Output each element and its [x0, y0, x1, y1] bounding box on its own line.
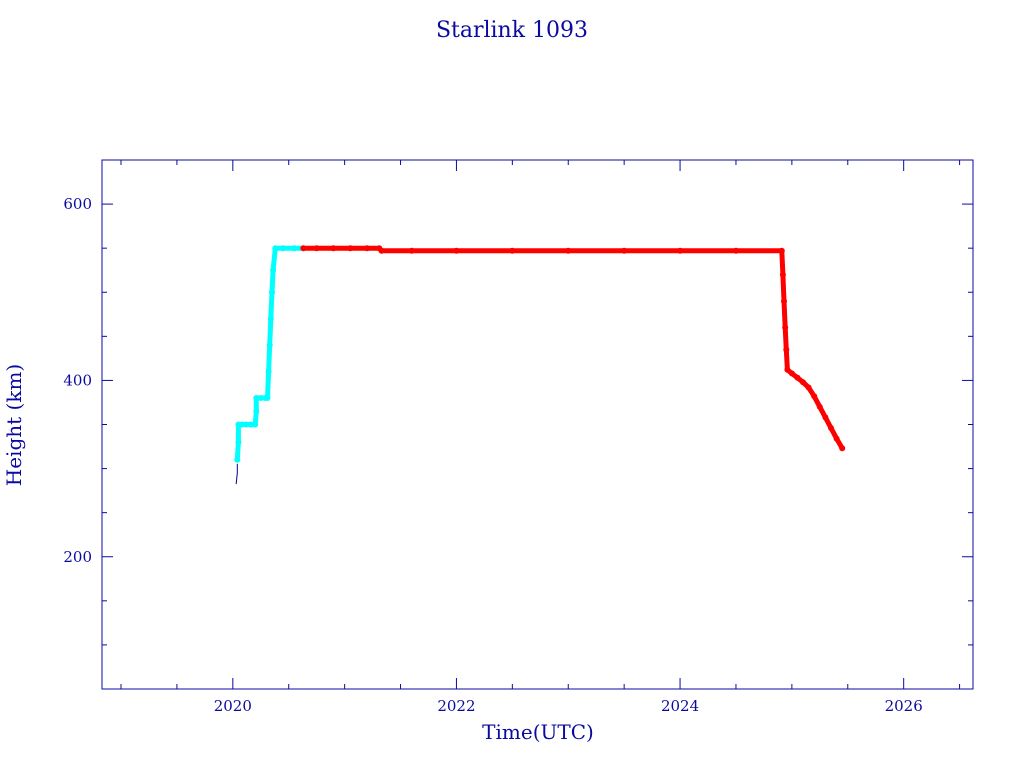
data-point	[253, 395, 260, 401]
x-axis: 2020 2022 2024 2026	[120, 160, 961, 715]
data-point	[347, 245, 354, 252]
data-point	[816, 403, 823, 410]
series-trace-raising	[234, 245, 306, 463]
data-point	[778, 247, 785, 254]
data-points	[234, 245, 846, 485]
data-point	[805, 384, 812, 391]
y-tick-label: 400	[63, 371, 92, 389]
data-point	[782, 324, 789, 331]
x-tick-label: 2024	[661, 697, 699, 715]
data-point	[781, 298, 787, 305]
data-point	[330, 245, 337, 252]
data-point	[839, 445, 846, 452]
data-point	[243, 421, 250, 428]
data-point	[733, 247, 739, 254]
x-tick-label: 2020	[214, 697, 252, 715]
data-point	[267, 315, 274, 322]
x-axis-label: Time(UTC)	[482, 720, 594, 744]
data-point	[300, 245, 307, 252]
data-point	[270, 267, 277, 274]
data-point	[266, 342, 273, 349]
data-point	[784, 366, 791, 373]
data-point	[453, 247, 460, 254]
data-point	[779, 271, 786, 278]
data-point	[788, 370, 795, 377]
data-point	[280, 245, 287, 252]
data-point	[822, 414, 829, 421]
data-point	[257, 395, 264, 401]
y-axis-label: Height (km)	[2, 364, 26, 486]
y-tick-label: 200	[63, 548, 92, 566]
chart-title: Starlink 1093	[436, 18, 588, 43]
series-trace-initial	[235, 463, 238, 485]
data-point	[253, 408, 260, 415]
data-point	[833, 435, 840, 442]
data-point	[238, 421, 245, 428]
data-point	[269, 289, 275, 296]
data-point	[252, 421, 259, 428]
x-tick-label: 2022	[437, 697, 475, 715]
data-point	[800, 379, 806, 386]
data-point	[234, 456, 241, 463]
series-trace-operational	[300, 245, 845, 451]
data-point	[247, 421, 254, 428]
data-point	[783, 346, 790, 353]
y-tick-label: 600	[63, 195, 92, 213]
data-point	[378, 247, 385, 254]
data-point	[313, 245, 320, 252]
plot-frame	[101, 159, 974, 690]
data-point	[235, 439, 242, 446]
data-point	[408, 247, 415, 254]
data-point	[364, 245, 370, 252]
data-point	[272, 245, 279, 252]
data-point	[794, 374, 801, 381]
y-axis: 200 400 600	[63, 195, 973, 646]
data-point	[621, 247, 628, 254]
data-point	[811, 393, 818, 400]
data-point	[828, 425, 834, 431]
x-tick-label: 2026	[885, 697, 923, 715]
data-point	[265, 368, 272, 375]
data-point	[509, 247, 516, 254]
data-point	[291, 245, 298, 252]
data-point	[264, 395, 271, 401]
data-point	[565, 247, 572, 254]
data-point	[677, 247, 684, 254]
